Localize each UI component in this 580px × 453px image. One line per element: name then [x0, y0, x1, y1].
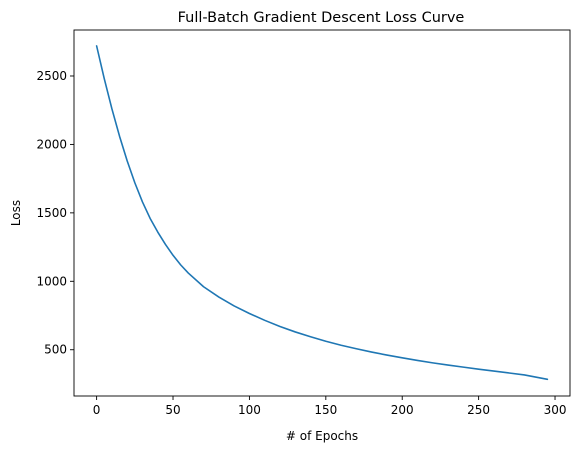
plot-area: 0 50 100 150 200 250 300 500 1000 1500 2000 2500 — [36, 29, 571, 417]
y-tick-label: 1500 — [36, 206, 67, 220]
x-tick-label: 0 — [93, 403, 101, 417]
x-tick-label: 100 — [238, 403, 261, 417]
y-tick-label: 500 — [44, 343, 67, 357]
loss-series-line — [95, 45, 549, 381]
y-axis: 500 1000 1500 2000 2500 — [36, 69, 74, 357]
x-tick-label: 300 — [544, 403, 567, 417]
x-tick-label: 250 — [467, 403, 490, 417]
y-tick-label: 2000 — [36, 137, 67, 151]
x-tick-label: 150 — [314, 403, 337, 417]
y-axis-label: Loss — [9, 200, 23, 226]
x-axis: 0 50 100 150 200 250 300 — [93, 396, 567, 417]
x-tick-label: 50 — [165, 403, 180, 417]
y-tick-label: 2500 — [36, 69, 67, 83]
y-tick-label: 1000 — [36, 274, 67, 288]
chart-title: Full-Batch Gradient Descent Loss Curve — [178, 10, 465, 26]
x-tick-label: 200 — [391, 403, 414, 417]
x-axis-label: # of Epochs — [286, 429, 358, 443]
